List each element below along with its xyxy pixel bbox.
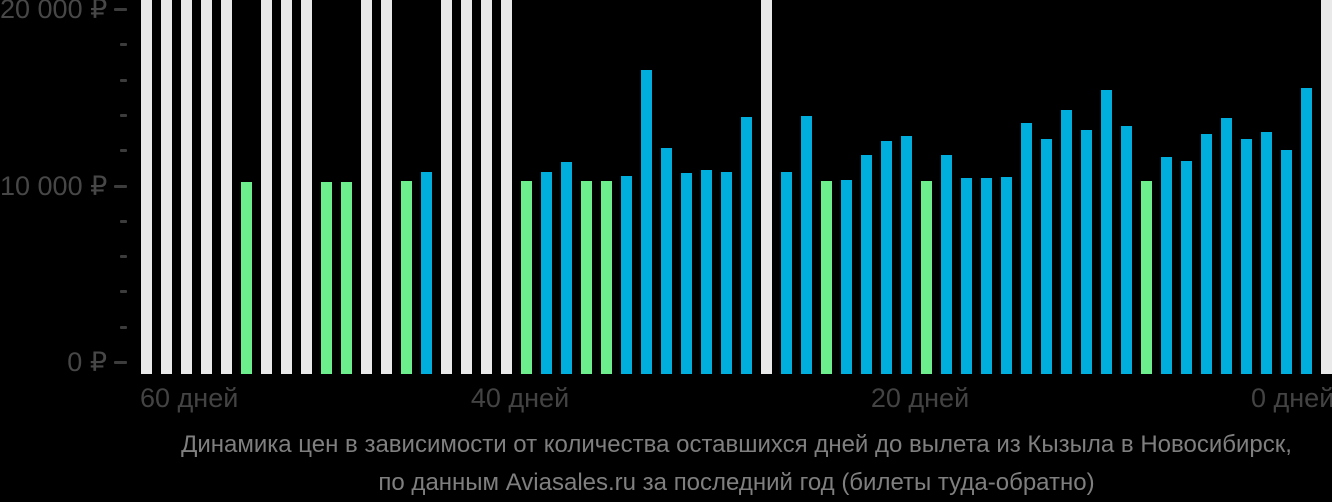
price-bar-day-50[interactable]	[321, 181, 332, 374]
price-bar-day-31[interactable]	[701, 170, 712, 374]
price-bar-day-12[interactable]	[1081, 129, 1092, 374]
no-data-bar-day-57	[181, 0, 192, 374]
price-bar-day-25[interactable]	[821, 181, 832, 374]
price-bar-day-32[interactable]	[681, 173, 692, 374]
price-bar-day-8[interactable]	[1161, 157, 1172, 374]
y-axis-tick-major	[114, 184, 127, 188]
price-bar-day-21[interactable]	[901, 136, 912, 374]
price-bar-day-24[interactable]	[841, 180, 852, 374]
y-axis-tick-minor	[120, 325, 127, 329]
price-bar-day-20[interactable]	[921, 181, 932, 374]
price-bar-day-19[interactable]	[941, 155, 952, 374]
price-bar-day-9[interactable]	[1141, 181, 1152, 374]
x-axis-label-20-days: 20 дней	[870, 383, 970, 413]
y-axis-tick-major	[114, 361, 127, 364]
no-data-bar-day-53	[261, 0, 272, 374]
y-axis-label-0: 0 ₽	[67, 347, 107, 377]
price-bar-day-34[interactable]	[641, 69, 652, 374]
plot-area: 0 ₽ 10 000 ₽ 20 000 ₽	[0, 0, 1332, 377]
y-axis-label-10000: 10 000 ₽	[0, 170, 108, 201]
no-data-bar-day-58	[161, 0, 172, 374]
no-data-bar-day-52	[281, 0, 292, 374]
x-axis-label-0-days: 0 дней	[1251, 383, 1332, 413]
y-axis-tick-minor	[120, 149, 127, 153]
no-data-bar-day-55	[221, 0, 232, 374]
price-bar-day-4[interactable]	[1241, 138, 1252, 374]
price-bar-day-36[interactable]	[601, 181, 612, 374]
price-bar-day-30[interactable]	[721, 172, 732, 374]
no-data-bar-day-56	[201, 0, 212, 374]
y-axis-tick-minor	[120, 43, 127, 47]
price-bar-day-17[interactable]	[981, 178, 992, 374]
price-bar-day-22[interactable]	[881, 141, 892, 374]
price-bar-day-5[interactable]	[1221, 118, 1232, 374]
price-bar-day-40[interactable]	[521, 181, 532, 374]
chart-title: Динамика цен в зависимости от количества…	[181, 431, 1292, 458]
price-bar-day-39[interactable]	[541, 172, 552, 374]
price-bar-day-23[interactable]	[861, 155, 872, 374]
price-bar-day-26[interactable]	[801, 115, 812, 374]
y-axis-label-20000: 20 000 ₽	[0, 0, 108, 24]
price-bar-day-37[interactable]	[581, 181, 592, 374]
no-data-bar-day-43	[461, 0, 472, 374]
price-bar-day-14[interactable]	[1041, 138, 1052, 374]
no-data-bar-day-28	[761, 0, 772, 374]
price-bar-day-29[interactable]	[741, 116, 752, 374]
price-bar-day-1[interactable]	[1301, 88, 1312, 374]
price-bar-day-35[interactable]	[621, 175, 632, 374]
price-bar-day-27[interactable]	[781, 172, 792, 374]
price-bar-day-2[interactable]	[1281, 150, 1292, 374]
x-axis-label-60-days: 60 дней	[140, 383, 239, 413]
price-bar-day-3[interactable]	[1261, 131, 1272, 374]
no-data-bar-day-59	[141, 0, 152, 374]
y-axis-tick-minor	[120, 255, 127, 259]
y-axis-tick-minor	[120, 113, 127, 117]
no-data-bar-day-44	[441, 0, 452, 374]
price-bar-day-45[interactable]	[421, 172, 432, 374]
price-bar-day-33[interactable]	[661, 148, 672, 374]
no-data-bar-day-0	[1321, 0, 1332, 374]
chart-subtitle: по данным Aviasales.ru за последний год …	[378, 469, 1095, 496]
price-bar-day-46[interactable]	[401, 181, 412, 374]
no-data-bar-day-47	[381, 0, 392, 374]
price-bar-day-10[interactable]	[1121, 126, 1132, 374]
y-axis-tick-major	[114, 8, 127, 11]
no-data-bar-day-51	[301, 0, 312, 374]
no-data-bar-day-41	[501, 0, 512, 374]
price-bar-day-13[interactable]	[1061, 109, 1072, 374]
price-bar-day-11[interactable]	[1101, 90, 1112, 374]
y-axis-tick-minor	[120, 219, 127, 223]
price-bar-day-6[interactable]	[1201, 134, 1212, 374]
y-axis-tick-minor	[120, 290, 127, 294]
y-axis-tick-minor	[120, 78, 127, 82]
price-bar-day-18[interactable]	[961, 178, 972, 374]
price-bar-day-7[interactable]	[1181, 160, 1192, 374]
no-data-bar-day-48	[361, 0, 372, 374]
price-bar-day-38[interactable]	[561, 161, 572, 374]
x-axis-label-40-days: 40 дней	[470, 383, 570, 413]
price-bar-day-49[interactable]	[341, 181, 352, 374]
no-data-bar-day-42	[481, 0, 492, 374]
price-bar-day-16[interactable]	[1001, 176, 1012, 374]
price-bar-day-15[interactable]	[1021, 122, 1032, 374]
price-bar-day-54[interactable]	[241, 181, 252, 374]
